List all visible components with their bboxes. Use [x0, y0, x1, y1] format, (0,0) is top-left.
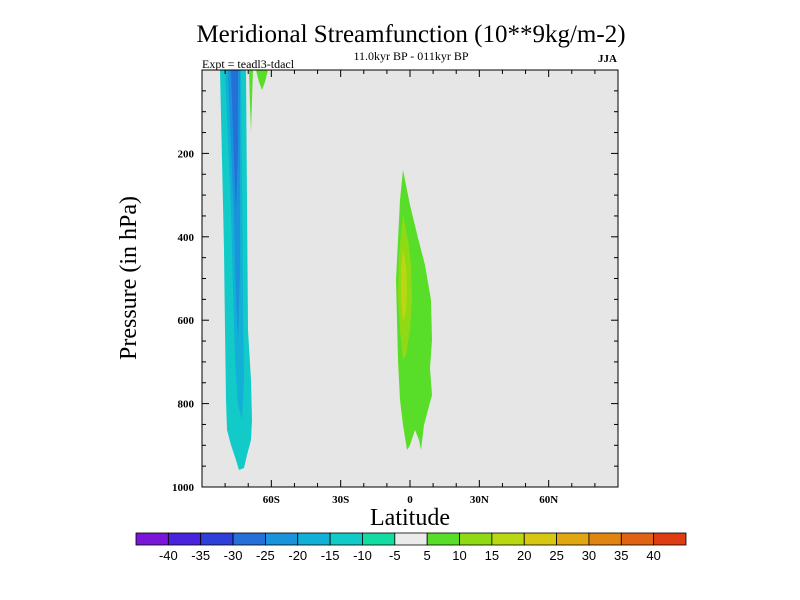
colorbar-label: -25 — [256, 548, 275, 563]
colorbar-label: 15 — [485, 548, 499, 563]
chart-subtitle: 11.0kyr BP - 011kyr BP — [353, 49, 468, 63]
colorbar-label: 40 — [646, 548, 660, 563]
season-label: JJA — [598, 53, 617, 65]
colorbar-label: -30 — [224, 548, 243, 563]
colorbar-swatch — [491, 532, 525, 546]
colorbar-label: -20 — [288, 548, 307, 563]
y-axis-ticks: 200 400 600 800 1000 — [172, 90, 618, 494]
contour-pos15-equator — [401, 248, 407, 322]
contour-pos5-south-tuft — [256, 70, 268, 90]
colorbar-label: -40 — [159, 548, 178, 563]
colorbar-label: -10 — [353, 548, 372, 563]
colorbar-swatch — [167, 532, 202, 546]
colorbar-swatch — [523, 532, 557, 546]
plot-area: 200 400 600 800 1000 60S 30S 0 30N 60N — [172, 69, 619, 506]
y-tick-label: 1000 — [172, 482, 195, 494]
colorbar-swatch — [329, 532, 363, 546]
contour-neg25-south — [231, 70, 238, 210]
x-axis-ticks: 60S 30S 0 30N 60N — [224, 70, 596, 506]
colorbar-swatch — [200, 532, 234, 546]
y-axis-label: Pressure (in hPa) — [116, 196, 142, 360]
x-tick-label: 30N — [470, 494, 489, 506]
y-tick-label: 600 — [178, 315, 195, 327]
colorbar-label: -35 — [191, 548, 210, 563]
colorbar-swatch — [459, 532, 493, 546]
colorbar-swatch — [653, 532, 687, 546]
x-tick-label: 30S — [332, 494, 349, 506]
colorbar-swatch — [232, 532, 266, 546]
colorbar-label: 20 — [517, 548, 531, 563]
y-tick-label: 800 — [178, 399, 195, 411]
contour-pos5-south-wisp — [249, 70, 253, 132]
colorbar-label: 10 — [452, 548, 466, 563]
colorbar-swatch — [620, 532, 655, 546]
colorbar-swatch — [265, 532, 299, 546]
colorbar-label: 35 — [614, 548, 628, 563]
colorbar-label: -5 — [389, 548, 401, 563]
colorbar-label: 30 — [582, 548, 596, 563]
x-tick-label: 60N — [539, 494, 558, 506]
colorbar-label: 5 — [424, 548, 431, 563]
colorbar-swatch — [588, 532, 622, 546]
chart-title: Meridional Streamfunction (10**9kg/m-2) — [196, 21, 625, 48]
colorbar: -40 -35 -30 -25 -20 -15 -10 -5 5 10 15 20 25 30 35 40 — [135, 532, 687, 563]
colorbar-label: -15 — [321, 548, 340, 563]
y-tick-label: 400 — [178, 232, 195, 244]
x-tick-label: 0 — [407, 494, 413, 506]
x-tick-label: 60S — [263, 494, 280, 506]
colorbar-swatch — [297, 532, 331, 546]
colorbar-swatch — [394, 532, 428, 546]
colorbar-swatch — [556, 532, 590, 546]
experiment-label: Expt = teadl3-tdacl — [202, 57, 295, 71]
colorbar-label: 25 — [549, 548, 563, 563]
y-tick-label: 200 — [178, 148, 195, 160]
x-axis-label: Latitude — [370, 505, 450, 531]
colorbar-swatch — [135, 532, 169, 546]
colorbar-swatch — [362, 532, 396, 546]
colorbar-swatch — [426, 532, 460, 546]
